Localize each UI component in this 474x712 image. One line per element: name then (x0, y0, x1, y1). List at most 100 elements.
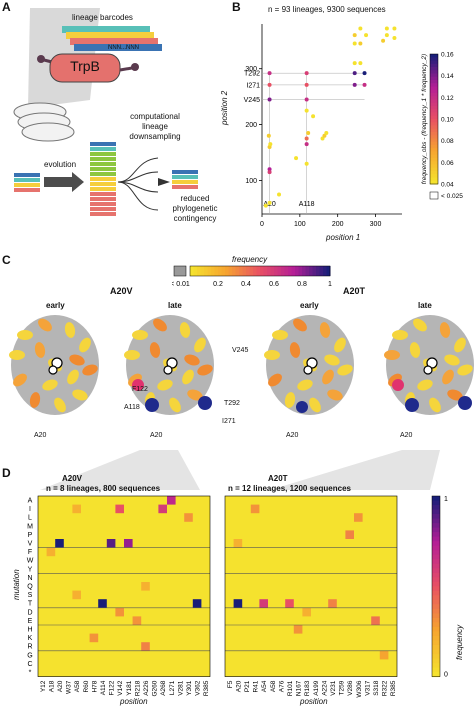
residue-sphere (384, 350, 400, 360)
residue-sphere (187, 389, 203, 401)
below-threshold-label: < 0.025 (441, 193, 463, 200)
ligand (423, 365, 433, 375)
d-colorbar-tick: 0 (444, 672, 448, 679)
d-colorbar-segment (432, 500, 440, 506)
heatmap-cell (158, 504, 167, 514)
downsampling-text: computational lineage downsampling (129, 112, 181, 141)
colorbar-segment (430, 164, 438, 169)
heatmap-cell (192, 599, 202, 608)
position-col-label: R385 (390, 680, 397, 696)
residue-label-a118: A118 (124, 404, 140, 411)
c-colorbar-tick: 1 (328, 281, 332, 288)
colorbar-segment (430, 93, 438, 97)
colorbar-segment (430, 161, 438, 165)
highlight-residue (296, 401, 308, 413)
barcode-bar (172, 185, 198, 189)
c-colorbar-segment (197, 266, 201, 276)
scatter-point (381, 38, 386, 43)
protein-structures (9, 315, 474, 415)
protein-structure (124, 315, 214, 415)
position-col-label: A226 (143, 680, 150, 696)
d-colorbar-segment (432, 613, 440, 619)
c-colorbar-segment (260, 266, 264, 276)
residue-sphere (324, 354, 340, 366)
residue-sphere (334, 337, 346, 353)
d-colorbar-segment (432, 550, 440, 556)
x-tick-label: 0 (260, 221, 264, 228)
residue-sphere (54, 397, 66, 413)
c-colorbar: < 0.01 0.2 0.4 0.6 0.8 1 (172, 265, 332, 288)
position-col-label: V286 (347, 680, 354, 696)
scatter-point (352, 82, 357, 87)
colorbar-frame (429, 53, 439, 185)
residue-sphere (157, 379, 173, 391)
position-col-label: H78 (91, 680, 98, 692)
c-colorbar-segment (218, 266, 222, 276)
d-ylabel: mutation (12, 569, 21, 600)
barcode-bar (172, 170, 198, 174)
colorbar-segment (430, 115, 438, 120)
panel-letter-a: A (2, 0, 11, 14)
colorbar-segment (430, 171, 438, 175)
residue-sphere (149, 342, 161, 358)
d-colorbar-segment (432, 563, 440, 569)
position-col-label: F122 (109, 680, 116, 695)
c-colorbar-segment (193, 266, 198, 276)
position-col-label: R41 (253, 680, 260, 692)
evolution-arrow (44, 172, 84, 192)
d-colorbar-segment (432, 572, 440, 578)
d-colorbar-segment (432, 622, 440, 628)
scatter-point (304, 161, 309, 166)
residue-sphere (439, 322, 451, 338)
colorbar-segment (430, 158, 438, 162)
d-colorbar-segment (432, 663, 440, 669)
c-colorbar-segment (277, 266, 282, 276)
colorbar-segment (430, 180, 438, 185)
colorbar-segment (430, 54, 438, 58)
heatmap-cell (345, 530, 354, 539)
heatmap-cell (115, 504, 124, 514)
plasmid-knob (37, 55, 45, 63)
d-cbar-title: frequency (455, 624, 464, 660)
scatter-point (358, 41, 363, 46)
panel-letter-d: D (2, 466, 11, 480)
colorbar-segment (430, 128, 438, 133)
mutation-row-label: E (28, 618, 33, 625)
position-col-label: Y301 (186, 680, 193, 696)
colorbar-segment (430, 167, 438, 172)
heatmap-cell (115, 607, 124, 617)
scatter-point (267, 97, 272, 102)
residue-label-i271: I271 (222, 418, 236, 425)
c-colorbar-segment (211, 266, 215, 276)
position-col-label: A114 (100, 680, 107, 695)
position-col-label: A268 (160, 680, 167, 696)
residue-sphere (413, 318, 427, 332)
highlight-residue (405, 398, 419, 412)
position-col-label: V231 (330, 680, 337, 696)
a20t-late-label: late (418, 301, 432, 310)
d-colorbar-segment (432, 523, 440, 529)
c-colorbar-tick: 0.4 (241, 281, 251, 288)
zoom-wedge-left (40, 450, 200, 490)
barcode-bar (14, 178, 40, 182)
c-colorbar-segment (239, 266, 243, 276)
colorbar-segment (430, 138, 438, 143)
colorbar-segment (430, 145, 438, 149)
position-col-label: L271 (169, 680, 176, 695)
scatter-point (384, 33, 389, 38)
d-colorbar-segment (432, 617, 440, 623)
c-colorbar-segment (256, 266, 261, 276)
position-col-label: A58 (74, 680, 81, 692)
y-annotation: V245 (244, 97, 260, 104)
residue-sphere (17, 330, 33, 340)
position-col-label: R101 (287, 680, 294, 696)
c-colorbar-segment (309, 266, 313, 276)
residue-sphere (417, 379, 433, 391)
heatmap-cell (124, 539, 133, 548)
residue-sphere (79, 337, 91, 353)
d-colorbar-segment (432, 532, 440, 538)
heatmap-frame (224, 495, 398, 677)
d-colorbar-segment (432, 554, 440, 560)
zoom-wedge-right (270, 450, 440, 490)
d-colorbar-segment (432, 545, 440, 551)
